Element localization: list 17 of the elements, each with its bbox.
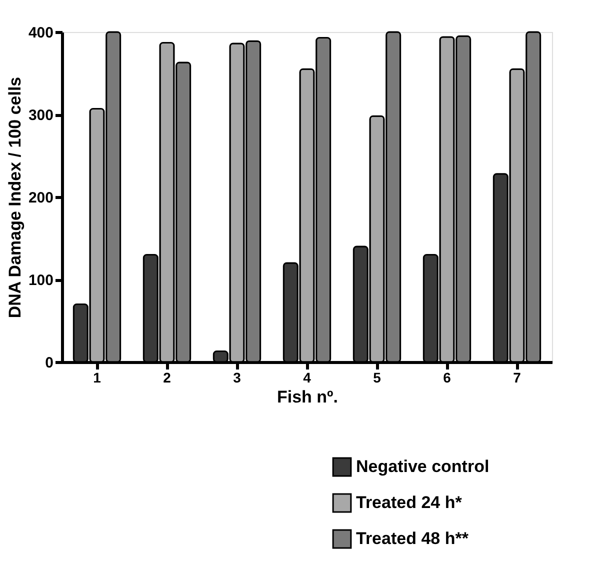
x-tick-label: 2: [163, 370, 172, 386]
y-tick-label: 100: [28, 272, 54, 289]
x-axis-title: Fish nº.: [277, 388, 338, 406]
legend-label: Treated 24 h*: [356, 493, 462, 512]
y-tick-label: 400: [28, 24, 54, 42]
x-tick-label: 7: [513, 370, 522, 386]
y-tick-label: 300: [28, 107, 54, 124]
x-tick-label: 3: [233, 370, 242, 386]
y-axis-title: DNA Damage Index / 100 cells: [5, 76, 24, 318]
y-tick-label: 0: [45, 354, 54, 372]
x-tick-label: 1: [93, 370, 102, 386]
x-tick-label: 5: [373, 370, 382, 386]
x-tick-label: 4: [303, 370, 312, 386]
y-tick-label: 200: [28, 190, 54, 206]
legend-label: Negative control: [356, 457, 490, 476]
legend-label: Treated 48 h**: [356, 529, 469, 548]
x-tick-label: 6: [443, 370, 452, 386]
